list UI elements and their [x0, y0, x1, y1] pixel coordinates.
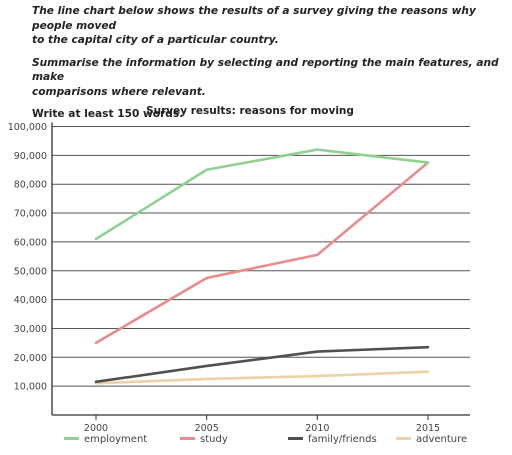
y-tick-label: 40,000 — [14, 295, 47, 306]
legend-label-study: study — [200, 434, 228, 445]
y-tick-label: 100,000 — [8, 122, 47, 133]
prompt-word-count: Write at least 150 words. — [32, 108, 184, 120]
series-line-family-friends — [94, 345, 430, 384]
prompt-line-3: Summarise the information by selecting a… — [32, 56, 499, 84]
legend-label-family-friends: family/friends — [308, 434, 377, 445]
y-tick-label: 60,000 — [14, 237, 47, 248]
y-tick-label: 80,000 — [14, 180, 47, 191]
legend: employment study family/friends adventure — [64, 434, 467, 445]
x-tick-label: 2010 — [305, 423, 329, 434]
y-tick-label: 90,000 — [14, 151, 47, 162]
axis-layer: 10,000 20,000 30,000 40,000 50,000 60,000 70,0… — [8, 122, 470, 434]
prompt-line-4: comparisons where relevant. — [32, 85, 206, 98]
chart-title: Survey results: reasons for moving — [146, 105, 354, 117]
x-tick-label: 2005 — [195, 423, 219, 434]
y-tick-label: 30,000 — [14, 324, 47, 335]
y-tick-label: 70,000 — [14, 209, 47, 220]
y-tick-label: 50,000 — [14, 266, 47, 277]
y-tick-label: 20,000 — [14, 353, 47, 364]
prompt-line-2: to the capital city of a particular coun… — [32, 34, 279, 46]
x-tick-label: 2015 — [416, 423, 440, 434]
series-line-adventure — [94, 370, 430, 385]
series-line-employment — [94, 148, 430, 241]
prompt-line-1: The line chart below shows the results o… — [32, 5, 476, 32]
series-layer — [94, 148, 430, 385]
y-tick-label: 10,000 — [14, 382, 47, 393]
legend-label-employment: employment — [84, 434, 147, 445]
task-prompt: The line chart below shows the results o… — [32, 4, 502, 122]
series-line-study — [94, 161, 430, 345]
x-tick-label: 2000 — [84, 423, 108, 434]
legend-label-adventure: adventure — [416, 434, 467, 445]
